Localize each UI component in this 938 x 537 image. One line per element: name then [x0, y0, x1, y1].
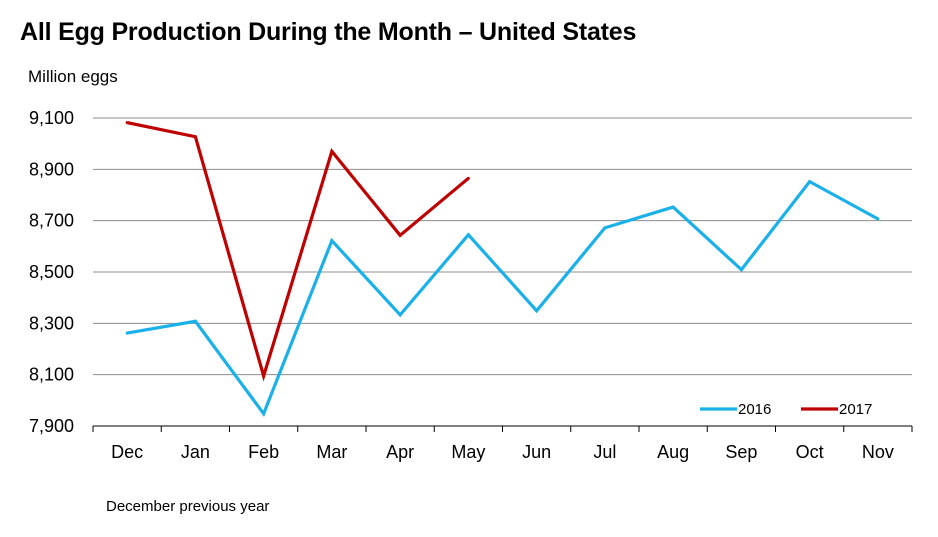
data-point-2017	[125, 121, 129, 125]
data-point-2016	[876, 217, 880, 221]
data-point-2017	[193, 135, 197, 139]
y-tick-label: 8,300	[29, 313, 74, 333]
data-point-2016	[262, 412, 266, 416]
data-point-2017	[466, 176, 470, 180]
x-axis	[92, 425, 913, 432]
x-tick-label: Nov	[862, 442, 894, 462]
x-tick-label: Dec	[111, 442, 143, 462]
x-tick-label: Oct	[796, 442, 824, 462]
x-tick-label: Apr	[386, 442, 414, 462]
data-point-2016	[535, 309, 539, 313]
x-tick-label: Aug	[657, 442, 689, 462]
chart-title: All Egg Production During the Month – Un…	[20, 18, 637, 46]
y-tick-label: 8,700	[29, 211, 74, 231]
data-point-2016	[808, 180, 812, 184]
data-point-2016	[330, 239, 334, 243]
data-point-2016	[671, 205, 675, 209]
x-tick-label: Jan	[181, 442, 210, 462]
data-point-2016	[125, 331, 129, 335]
y-tick-label: 8,100	[29, 365, 74, 385]
series-line-2017	[126, 121, 470, 382]
x-tick-label: Jul	[593, 442, 616, 462]
x-tick-labels: Dec Jan Feb Mar Apr May Jun Jul Aug Sep Oct Nov	[111, 442, 894, 462]
x-tick-label: Mar	[316, 442, 347, 462]
y-axis-label: Million eggs	[28, 67, 118, 86]
gridlines	[93, 117, 912, 376]
footnote: December previous year	[106, 498, 270, 515]
data-point-2017	[330, 149, 334, 153]
data-point-2016	[466, 233, 470, 237]
data-point-2016	[193, 319, 197, 323]
data-point-2017	[398, 233, 402, 237]
x-tick-label: May	[451, 442, 485, 462]
data-point-2016	[603, 226, 607, 230]
y-tick-label: 8,500	[29, 262, 74, 282]
series-lines	[125, 121, 880, 417]
x-tick-label: Jun	[522, 442, 551, 462]
y-tick-labels: 7,900 8,100 8,300 8,500 8,700 8,900 9,100	[29, 108, 74, 436]
y-tick-label: 9,100	[29, 108, 74, 128]
legend: 2016 2017	[700, 401, 872, 418]
series-line-2016	[126, 179, 879, 417]
legend-label-2017: 2017	[839, 401, 872, 418]
y-tick-label: 8,900	[29, 159, 74, 179]
data-point-2016	[398, 313, 402, 317]
x-tick-label: Sep	[725, 442, 757, 462]
legend-label-2016: 2016	[738, 401, 771, 418]
y-tick-label: 7,900	[29, 416, 74, 436]
data-point-2017	[262, 374, 266, 378]
data-point-2016	[739, 268, 743, 272]
x-tick-label: Feb	[248, 442, 279, 462]
